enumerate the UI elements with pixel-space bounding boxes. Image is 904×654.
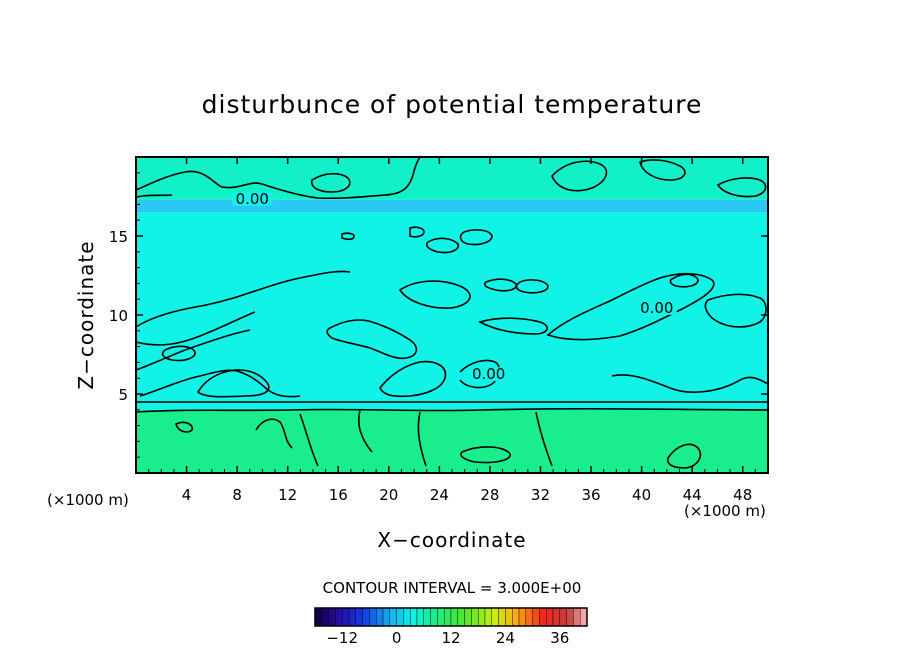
colorbar-cell-27 <box>498 607 506 627</box>
colorbar-cell-29 <box>512 607 520 627</box>
colorbar-cell-13 <box>403 607 411 627</box>
colorbar-cell-28 <box>505 607 513 627</box>
x-tick-label-11: 48 <box>733 486 752 504</box>
colorbar-cell-34 <box>546 607 554 627</box>
x-axis: 4 8 12 16 20 24 28 32 36 40 44 48 <box>148 157 756 504</box>
colorbar-tick-label-4: 36 <box>550 629 569 647</box>
contour-label-bg-1 <box>636 300 677 315</box>
chart-title: disturbunce of potential temperature <box>202 90 703 119</box>
colorbar-cell-24 <box>478 607 486 627</box>
contour-label-bg-2 <box>468 367 509 382</box>
colorbar-cell-0 <box>314 607 323 627</box>
colorbar-cell-32 <box>532 607 540 627</box>
x-tick-label-1: 8 <box>232 486 242 504</box>
colorbar-cell-35 <box>552 607 561 627</box>
colorbar-cell-10 <box>382 607 391 627</box>
colorbar-cell-14 <box>410 607 418 627</box>
colorbar-cell-2 <box>328 607 336 627</box>
y-axis: 5 10 15 <box>109 172 768 458</box>
colorbar-cell-11 <box>389 607 397 627</box>
x-tick-label-4: 20 <box>379 486 398 504</box>
colorbar-cell-15 <box>416 607 425 627</box>
x-unit-left: (×1000 m) <box>47 491 129 509</box>
contour-label-0: 0.00 <box>236 190 269 208</box>
colorbar-tick-label-0: −12 <box>326 629 358 647</box>
x-tick-label-5: 24 <box>430 486 449 504</box>
colorbar-cell-17 <box>430 607 438 627</box>
y-tick-label-2: 15 <box>109 228 128 246</box>
colorbar-cell-3 <box>335 607 343 627</box>
plot-area: 0.00 0.00 0.00 <box>136 157 768 473</box>
contour-label-bg-0 <box>232 191 273 206</box>
x-tick-label-0: 4 <box>182 486 192 504</box>
colorbar-cell-38 <box>573 607 581 627</box>
x-tick-label-7: 32 <box>531 486 550 504</box>
colorbar-cell-12 <box>396 607 404 627</box>
colorbar-cell-7 <box>362 607 370 627</box>
colorbar-ticks: −12 0 12 24 36 <box>326 629 569 647</box>
colorbar-cell-30 <box>518 607 527 627</box>
colorbar-cell-26 <box>491 607 499 627</box>
colorbar-cell-21 <box>457 607 465 627</box>
x-tick-label-9: 40 <box>632 486 651 504</box>
x-tick-label-10: 44 <box>683 486 702 504</box>
colorbar-cell-36 <box>559 607 567 627</box>
field-band-0 <box>136 409 768 473</box>
contour-interval-label: CONTOUR INTERVAL = 3.000E+00 <box>323 579 582 597</box>
colorbar-cell-23 <box>471 607 479 627</box>
colorbar-cell-19 <box>444 607 452 627</box>
colorbar-cell-33 <box>539 607 547 627</box>
colorbar-cell-4 <box>342 607 350 627</box>
colorbar <box>314 607 588 627</box>
colorbar-cell-25 <box>484 607 493 627</box>
y-axis-label: Z−coordinate <box>74 240 98 389</box>
contour-labels: 0.00 0.00 0.00 <box>232 190 677 383</box>
contour-lines <box>136 157 768 469</box>
x-axis-label: X−coordinate <box>377 528 526 552</box>
x-tick-label-6: 28 <box>480 486 499 504</box>
contour-label-2: 0.00 <box>472 365 505 383</box>
colorbar-tick-label-2: 12 <box>441 629 460 647</box>
colorbar-tick-label-3: 24 <box>496 629 515 647</box>
colorbar-tick-label-1: 0 <box>392 629 402 647</box>
colorbar-cell-1 <box>321 607 329 627</box>
y-tick-label-1: 10 <box>109 307 128 325</box>
colorbar-cell-5 <box>348 607 357 627</box>
colorbar-cell-9 <box>376 607 384 627</box>
colorbar-frame <box>314 607 588 627</box>
x-unit-right: (×1000 m) <box>684 502 766 520</box>
colorbar-cell-6 <box>355 607 363 627</box>
colorbar-cell-37 <box>566 607 574 627</box>
x-tick-label-8: 36 <box>581 486 600 504</box>
colorbar-cell-39 <box>580 607 588 627</box>
colorbar-cell-16 <box>423 607 431 627</box>
colorbar-cell-18 <box>437 607 445 627</box>
colorbar-cell-8 <box>369 607 377 627</box>
field-band-2 <box>136 199 768 213</box>
contour-label-1: 0.00 <box>640 299 673 317</box>
x-tick-label-3: 16 <box>329 486 348 504</box>
colorbar-cell-31 <box>525 607 533 627</box>
colorbar-cell-22 <box>464 607 472 627</box>
x-tick-label-2: 12 <box>278 486 297 504</box>
colorbar-cell-20 <box>450 607 459 627</box>
y-tick-label-0: 5 <box>118 386 128 404</box>
